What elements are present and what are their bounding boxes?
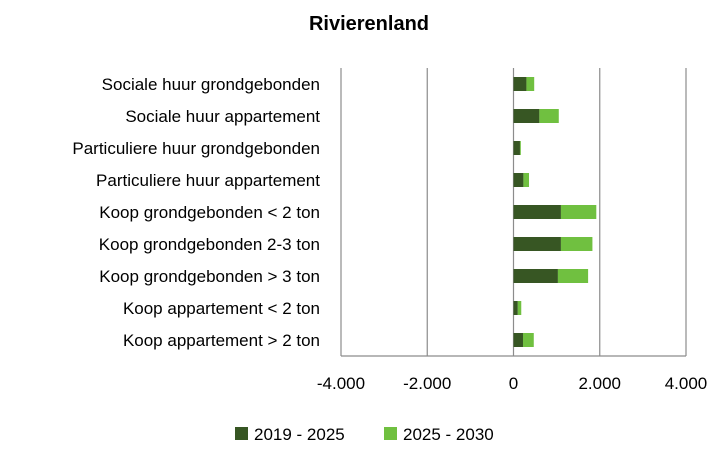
category-label-7: Koop appartement < 2 ton bbox=[123, 299, 320, 318]
bar-series2-5 bbox=[560, 237, 593, 251]
bar-series1-3 bbox=[513, 173, 524, 187]
category-label-1: Sociale huur appartement bbox=[125, 107, 320, 126]
x-tick-label-1: -2.000 bbox=[403, 374, 451, 393]
category-labels: Sociale huur grondgebonden Sociale huur a… bbox=[72, 75, 320, 350]
bars bbox=[513, 77, 597, 347]
x-tick-label-0: -4.000 bbox=[317, 374, 365, 393]
x-tick-label-3: 2.000 bbox=[578, 374, 621, 393]
legend-label-1: 2025 - 2030 bbox=[403, 425, 494, 444]
bar-series2-1 bbox=[539, 109, 559, 123]
bar-series2-7 bbox=[517, 301, 522, 315]
legend-swatch-1 bbox=[384, 427, 397, 440]
category-label-0: Sociale huur grondgebonden bbox=[102, 75, 320, 94]
category-label-6: Koop grondgebonden > 3 ton bbox=[99, 267, 320, 286]
category-label-3: Particuliere huur appartement bbox=[96, 171, 320, 190]
bar-series2-4 bbox=[560, 205, 597, 219]
legend: 2019 - 2025 2025 - 2030 bbox=[235, 425, 494, 444]
bar-series2-3 bbox=[523, 173, 530, 187]
category-label-8: Koop appartement > 2 ton bbox=[123, 331, 320, 350]
category-label-5: Koop grondgebonden 2-3 ton bbox=[99, 235, 320, 254]
bar-series2-8 bbox=[522, 333, 534, 347]
bar-series2-6 bbox=[557, 269, 589, 283]
bar-series2-0 bbox=[526, 77, 535, 91]
category-label-2: Particuliere huur grondgebonden bbox=[72, 139, 320, 158]
bar-series1-2 bbox=[513, 141, 520, 155]
chart-title: Rivierenland bbox=[309, 13, 429, 35]
bar-series1-7 bbox=[513, 301, 518, 315]
bar-series1-8 bbox=[513, 333, 523, 347]
bar-series1-0 bbox=[513, 77, 527, 91]
bar-series1-4 bbox=[513, 205, 561, 219]
bar-series1-1 bbox=[513, 109, 540, 123]
bar-series1-5 bbox=[513, 237, 561, 251]
legend-label-0: 2019 - 2025 bbox=[254, 425, 345, 444]
x-tick-labels: -4.000 -2.000 0 2.000 4.000 bbox=[317, 374, 707, 393]
bar-series2-2 bbox=[519, 141, 521, 155]
x-tick-label-4: 4.000 bbox=[665, 374, 708, 393]
bar-series1-6 bbox=[513, 269, 558, 283]
category-label-4: Koop grondgebonden < 2 ton bbox=[99, 203, 320, 222]
legend-swatch-0 bbox=[235, 427, 248, 440]
x-tick-label-2: 0 bbox=[509, 374, 518, 393]
